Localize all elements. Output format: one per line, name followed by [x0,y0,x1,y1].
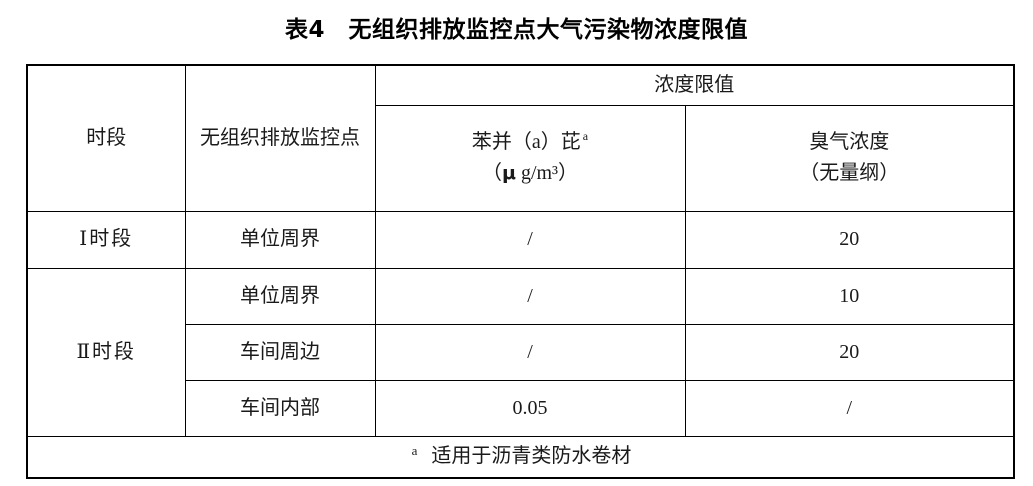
table-header-row-group: 时段 无组织排放监控点 浓度限值 [26,64,1015,212]
header-period: 时段 [26,64,186,212]
cell-bap-1: / [374,210,686,269]
footnote-marker-icon: a [411,442,418,458]
footnote-text: 适用于沥青类防水卷材 [431,445,632,468]
cell-period-2: Ⅱ时段 [26,267,186,437]
cell-odor-4: / [684,379,1015,437]
header-odor-unit: （无量纲） [799,162,900,184]
table-container: 时段 无组织排放监控点 浓度限值 苯并（a）芘 a （μ g/m³） 臭气浓度 （… [26,64,1015,479]
header-odor-concentration: 臭气浓度 （无量纲） [684,104,1015,212]
header-benzo-a-pyrene: 苯并（a）芘 a （μ g/m³） [374,104,686,212]
cell-odor-2: 10 [684,267,1015,325]
header-bap-unit-rest: g/m³） [515,162,579,184]
cell-point-4: 车间内部 [184,379,376,437]
cell-point-1: 单位周界 [184,210,376,269]
table-caption: 表4 无组织排放监控点大气污染物浓度限值 [284,17,748,43]
table-row: Ⅰ时段 单位周界 / 20 [26,210,1015,269]
table-row: Ⅱ时段 单位周界 / 10 [26,267,1015,437]
cell-point-2: 单位周界 [184,267,376,325]
table-header-row-sub: 苯并（a）芘 a （μ g/m³） 臭气浓度 （无量纲） [27,104,1015,212]
emission-limits-table: 时段 无组织排放监控点 浓度限值 苯并（a）芘 a （μ g/m³） 臭气浓度 （… [26,64,1015,479]
header-bap-name-line: 苯并（a）芘 a [380,127,681,158]
cell-odor-1: 20 [684,210,1015,269]
cell-bap-2: / [374,267,686,325]
header-bap-unit-mu: μ [501,162,516,184]
header-bap-name: 苯并（a）芘 [471,131,581,153]
cell-point-3: 车间周边 [184,323,376,381]
table-footnote-row: a 适用于沥青类防水卷材 [26,435,1015,479]
header-monitoring-point: 无组织排放监控点 [184,64,376,212]
header-bap-unit-line: （μ g/m³） [380,158,681,189]
table-row: 车间内部 0.05 / [27,379,1015,437]
header-concentration-limit: 浓度限值 [374,64,1015,106]
header-odor-name: 臭气浓度 [809,131,890,153]
cell-odor-3: 20 [684,323,1015,381]
cell-bap-4: 0.05 [374,379,686,437]
header-bap-unit-open: （ [481,162,502,184]
cell-bap-3: / [374,323,686,381]
cell-period-1: Ⅰ时段 [26,210,186,269]
table-footnote: a 适用于沥青类防水卷材 [26,435,1015,479]
footnote-marker-icon: a [582,129,589,144]
